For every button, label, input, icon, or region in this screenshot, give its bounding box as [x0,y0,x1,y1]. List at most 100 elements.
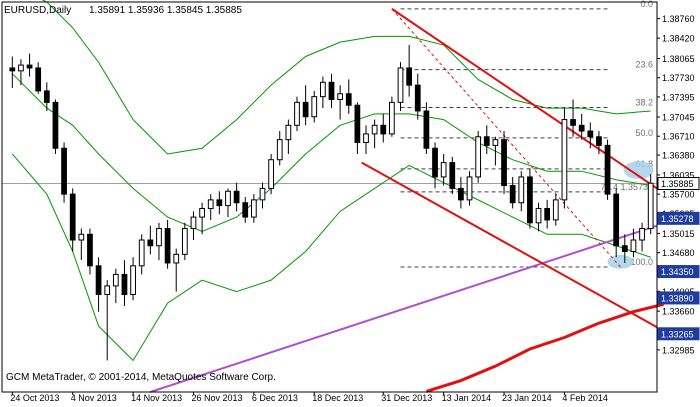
candle-body [596,136,602,146]
candle-body [397,67,404,103]
candle-body [501,139,507,187]
y-tick-label: 1.35700 [662,190,695,200]
candle-body [276,139,283,161]
bollinger-middle-line [11,73,651,232]
price-label-box [657,291,700,305]
candle-body [138,239,145,267]
candle-body [561,119,568,201]
candle [621,234,628,263]
candle [87,228,93,275]
x-tick-label: 24 Oct 2013 [10,393,59,402]
x-tick-label: 14 Nov 2013 [131,393,182,402]
candle [544,199,551,229]
candle [613,188,620,258]
price-label-text: 1.35885 [661,179,694,189]
candlesticks [9,45,654,361]
price-label-box [657,327,700,341]
candle [501,131,507,195]
candle [561,108,568,209]
candle-body [104,285,111,296]
candle-body [311,96,318,118]
candle [509,176,516,209]
candle-body [35,67,42,92]
x-tick-label: 4 Feb 2014 [562,393,608,402]
copyright-text: GCM MetaTrader, © 2001-2014, MetaQuotes … [6,372,276,383]
candle [9,56,16,89]
candle-body [389,101,395,135]
candle-body [639,228,645,241]
candle [440,153,447,186]
x-tick-label: 18 Dec 2013 [312,393,363,402]
candle-body [302,101,309,118]
y-tick-label: 1.37395 [662,92,695,102]
y-tick-label: 1.37730 [662,73,695,83]
candle-body [26,64,33,69]
candle [328,73,335,109]
candle [570,99,576,137]
candle-body [570,119,576,126]
candle [596,131,602,154]
candle [190,211,197,241]
candle [535,202,542,232]
candle [354,102,361,154]
candle-body [535,207,542,224]
candle [518,171,525,212]
candle [138,234,145,275]
candle-body [337,93,343,101]
candle-body [268,159,274,189]
candle [320,76,326,109]
candle-body [432,147,438,178]
x-tick-label: 6 Dec 2013 [252,393,298,402]
candle-body [207,199,214,209]
candle-body [242,202,249,218]
candle-body [363,133,369,144]
candle [18,59,24,86]
y-tick-label: 1.33660 [662,307,695,317]
candle-body [449,162,456,189]
candle-body [483,136,490,146]
candle [449,156,456,195]
candle [112,268,119,304]
highlight-ellipse [623,161,654,180]
price-label-text: 1.33265 [661,329,694,339]
candle-body [294,101,300,126]
candle [363,125,369,154]
candle [130,257,136,301]
candle-body [69,193,76,241]
price-label-box [657,211,700,225]
candle-body [147,239,154,247]
plot-frame [1,1,658,393]
candle-body [78,233,85,241]
candle-body [552,199,559,221]
candle-body [509,185,516,204]
candle [406,45,413,97]
candle-body [87,233,93,267]
candle [78,228,85,261]
y-tick-label: 1.34680 [662,248,695,258]
candle [216,191,223,215]
candle-body [544,207,551,221]
candle [121,260,128,306]
candle [423,102,430,154]
candle [630,228,637,258]
x-tick-label: 26 Nov 2013 [191,393,242,402]
candle [432,142,438,189]
candle [475,131,482,183]
candle [639,222,645,252]
candle [147,225,154,255]
fib-level-label: 100.0 [630,257,653,267]
symbol-text: EURUSD,Daily [4,5,71,16]
candle-body [380,124,387,135]
candle [492,136,499,166]
candle-body [181,228,188,255]
candle [458,176,464,209]
candle [466,171,473,206]
candle-body [587,130,594,138]
candle-body [18,64,24,72]
candle-body [458,187,464,201]
candle-body [173,253,180,264]
